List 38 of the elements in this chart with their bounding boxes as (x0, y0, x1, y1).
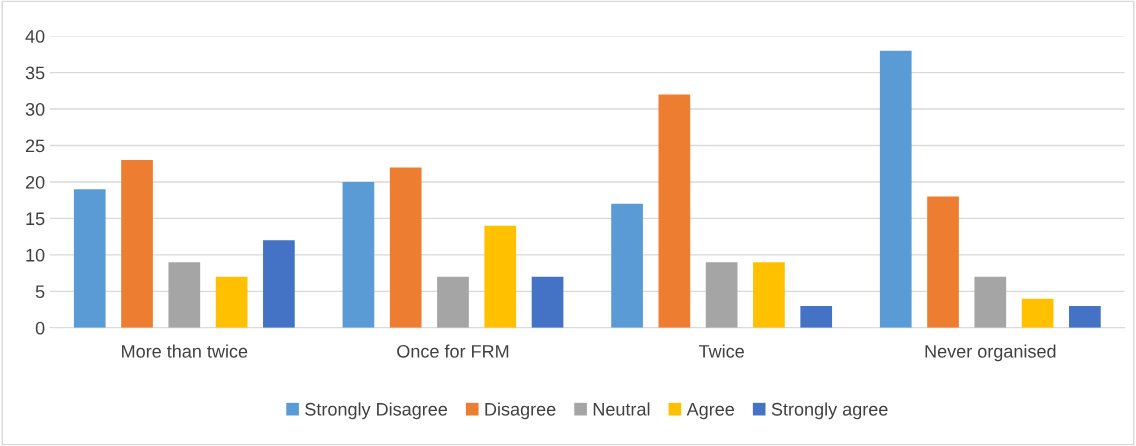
x-tick-label: More than twice (122, 344, 248, 358)
y-tick-label: 15 (26, 212, 45, 226)
bar (611, 203, 643, 328)
y-tick-label: 5 (35, 285, 45, 299)
bar (263, 240, 295, 328)
legend-label: Disagree (485, 402, 556, 420)
bar (927, 196, 959, 328)
bar (121, 160, 153, 328)
y-tick-label: 35 (25, 66, 45, 80)
y-tick-label: 40 (25, 30, 45, 43)
y-tick-label: 30 (25, 102, 45, 116)
x-tick-label: Never organised (925, 344, 1056, 362)
bar (168, 262, 201, 328)
bar (484, 225, 517, 328)
x-tick-label: Once for FRM (397, 344, 509, 358)
bar (215, 276, 248, 328)
y-tick-label: 25 (25, 139, 45, 153)
bar (705, 262, 738, 328)
y-tick-label: 20 (25, 175, 45, 189)
legend-label: Agree (686, 403, 735, 420)
bar (73, 189, 106, 328)
bar (342, 181, 375, 328)
bar (800, 305, 833, 328)
bar (437, 276, 469, 328)
bar (879, 50, 912, 328)
legend-label: Neutral (593, 402, 650, 416)
y-tick-label: 10 (26, 248, 45, 262)
bar (1021, 298, 1054, 328)
y-tick-label: 0 (35, 321, 45, 335)
legend-label: Strongly Disagree (305, 402, 448, 420)
bar (658, 94, 691, 328)
bar (531, 276, 564, 328)
bar (974, 276, 1007, 328)
bar (389, 167, 422, 328)
legend-label: Strongly agree (771, 402, 888, 420)
bar (1069, 305, 1101, 328)
x-tick-label: Twice (698, 344, 744, 358)
bar (753, 262, 785, 328)
